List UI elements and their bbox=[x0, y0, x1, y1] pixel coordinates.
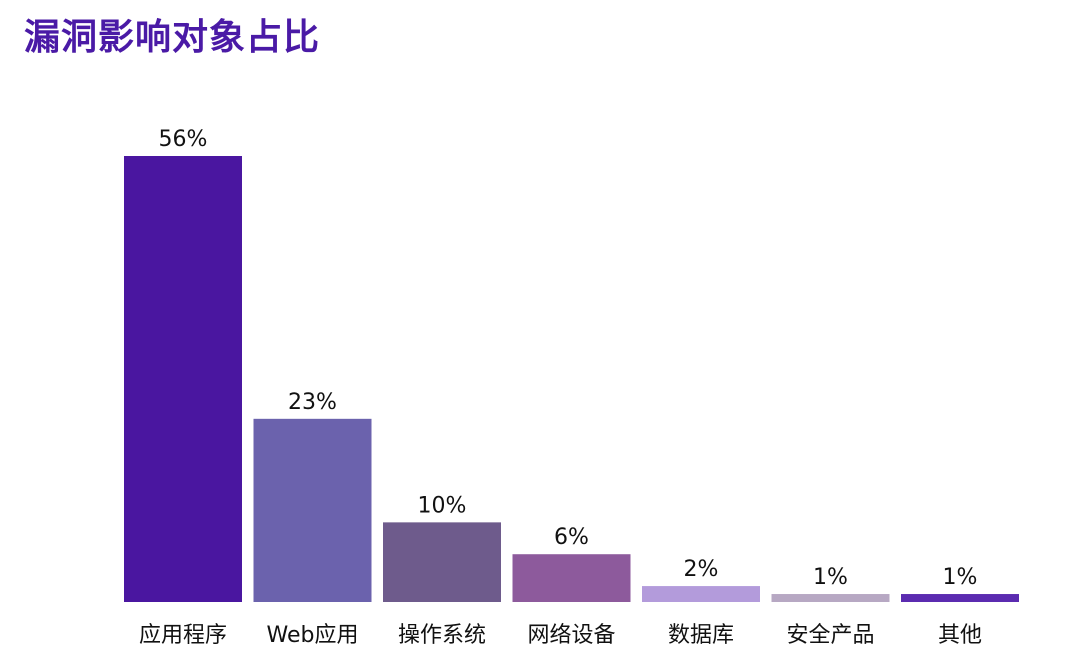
page-title: 漏洞影响对象占比 bbox=[24, 17, 321, 58]
value-label-security-products: 1% bbox=[813, 565, 848, 590]
bar-applications bbox=[124, 156, 242, 602]
category-label-operating-systems: 操作系统 bbox=[398, 623, 486, 648]
value-label-operating-systems: 10% bbox=[418, 493, 467, 518]
category-label-other: 其他 bbox=[938, 623, 982, 648]
value-label-databases: 2% bbox=[684, 557, 719, 582]
bar-other bbox=[901, 594, 1019, 602]
bar-network-devices bbox=[512, 554, 631, 602]
category-label-applications: 应用程序 bbox=[139, 623, 227, 648]
category-label-web-applications: Web应用 bbox=[267, 623, 359, 648]
value-label-other: 1% bbox=[943, 565, 978, 590]
category-label-security-products: 安全产品 bbox=[786, 623, 874, 648]
category-label-databases: 数据库 bbox=[668, 623, 734, 648]
bar-databases bbox=[642, 586, 760, 602]
category-label-network-devices: 网络设备 bbox=[527, 623, 615, 648]
value-label-applications: 56% bbox=[159, 127, 208, 152]
bar-security-products bbox=[771, 594, 890, 602]
value-label-web-applications: 23% bbox=[288, 390, 337, 415]
bar-web-applications bbox=[253, 418, 372, 602]
value-label-network-devices: 6% bbox=[554, 525, 589, 550]
bar-operating-systems bbox=[383, 522, 501, 602]
